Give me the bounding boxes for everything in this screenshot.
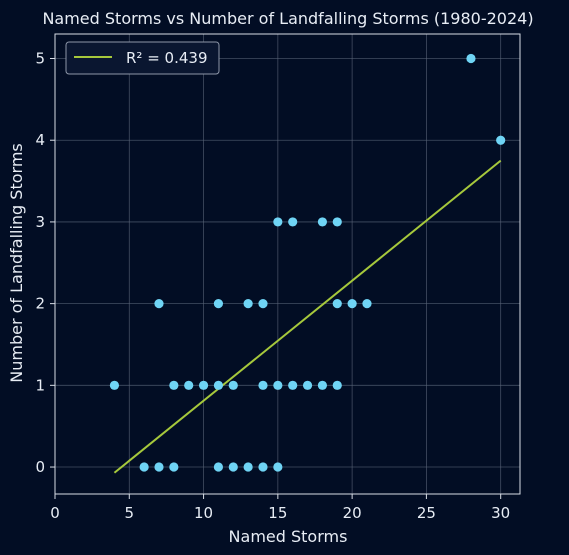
x-axis-label: Named Storms	[229, 527, 348, 546]
data-point	[347, 299, 357, 309]
y-axis-ticks: 0 1 2 3 4 5	[35, 50, 55, 476]
data-point	[109, 380, 120, 390]
y-tick-label: 5	[35, 50, 45, 68]
data-point	[288, 380, 298, 390]
data-point	[213, 299, 224, 309]
data-point	[496, 135, 506, 145]
data-point	[243, 462, 253, 472]
data-point	[362, 299, 372, 309]
x-tick-label: 20	[343, 504, 362, 522]
x-tick-label: 25	[417, 504, 436, 522]
legend-box	[65, 41, 220, 75]
trendline	[113, 159, 502, 474]
data-point	[302, 380, 313, 390]
data-point	[273, 380, 283, 390]
data-point	[332, 299, 342, 309]
data-point	[213, 380, 224, 390]
data-point	[258, 299, 268, 309]
data-point	[184, 380, 194, 390]
data-point	[169, 462, 179, 472]
data-point	[466, 53, 476, 64]
y-tick-label: 0	[35, 458, 45, 476]
y-tick-label: 1	[35, 376, 45, 394]
data-point	[139, 462, 149, 472]
data-point	[332, 380, 342, 390]
data-point	[198, 380, 209, 390]
x-axis-ticks: 0 5 10 15 20 25 30	[50, 494, 510, 522]
plot-area-frame	[54, 33, 521, 495]
data-point	[243, 299, 253, 309]
data-point	[228, 462, 238, 472]
data-point	[258, 462, 268, 472]
data-point	[317, 380, 328, 390]
legend-entry-label: R² = 0.439	[126, 49, 207, 67]
x-tick-label: 15	[268, 504, 287, 522]
data-point	[154, 462, 164, 472]
data-point	[288, 217, 298, 227]
x-tick-label: 10	[194, 504, 213, 522]
y-tick-label: 4	[35, 131, 45, 149]
y-tick-label: 2	[35, 295, 45, 313]
y-axis-label: Number of Landfalling Storms	[7, 143, 26, 382]
chart-title: Named Storms vs Number of Landfalling St…	[42, 9, 533, 28]
x-tick-label: 0	[50, 504, 60, 522]
y-tick-label: 3	[35, 213, 45, 231]
trendline-layer	[113, 159, 502, 474]
x-tick-label: 5	[125, 504, 135, 522]
data-point	[317, 217, 328, 227]
legend: R² = 0.439	[65, 41, 220, 75]
data-point	[154, 299, 164, 309]
data-point	[332, 217, 342, 227]
data-point	[169, 380, 179, 390]
grid-lines	[54, 34, 520, 494]
data-points	[109, 53, 506, 472]
x-tick-label: 30	[491, 504, 510, 522]
data-point	[258, 380, 268, 390]
data-point	[213, 462, 224, 472]
data-point	[273, 217, 283, 227]
data-point	[273, 462, 283, 472]
data-point	[228, 380, 238, 390]
